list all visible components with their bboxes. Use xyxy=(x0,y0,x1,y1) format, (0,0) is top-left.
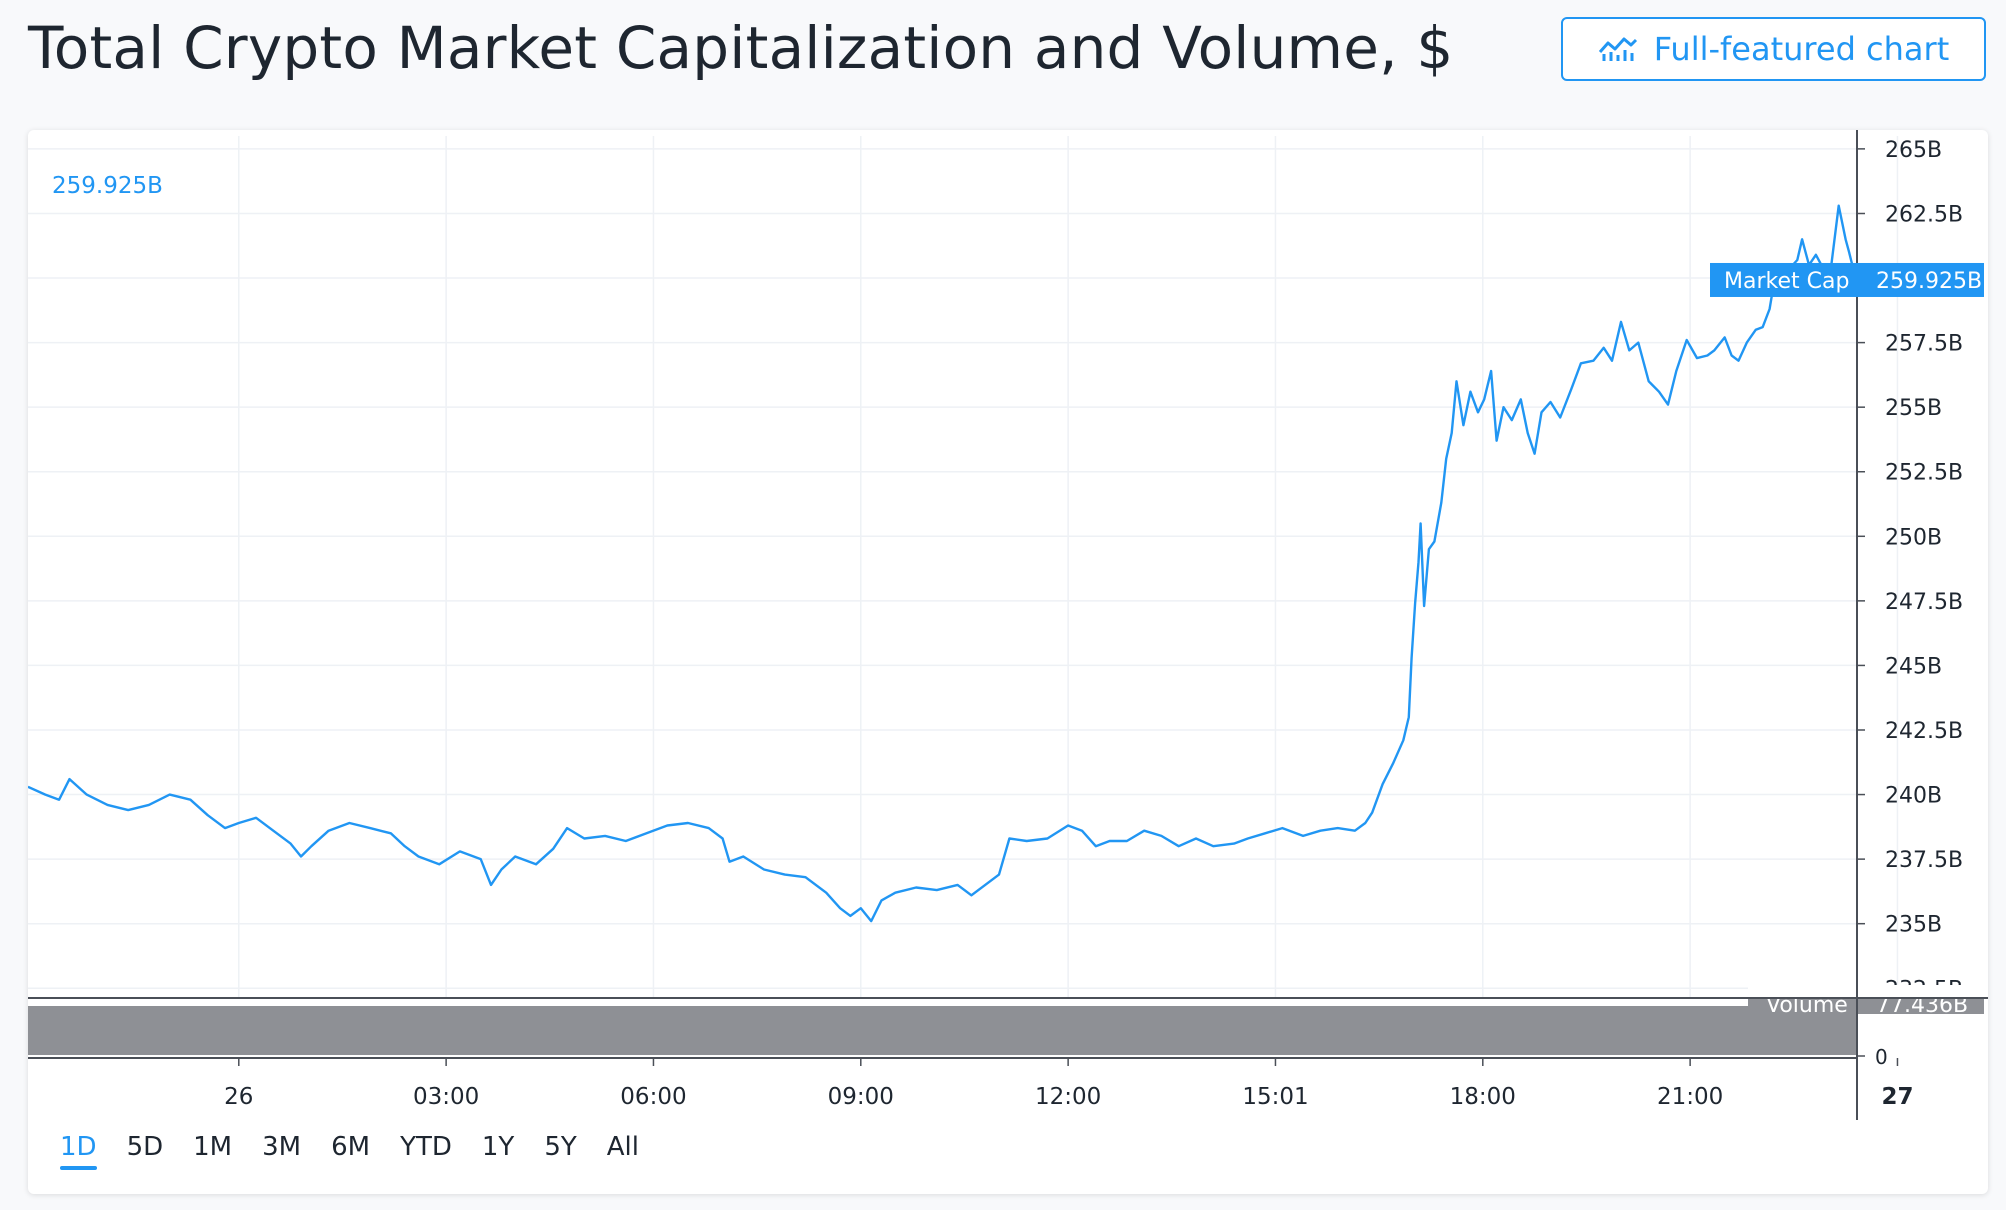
chart-line-icon xyxy=(1598,34,1638,64)
x-tick-label: 26 xyxy=(224,1084,253,1110)
y-tick-label: 252.5B xyxy=(1885,461,1963,486)
x-tick-label: 09:00 xyxy=(828,1084,894,1110)
chart-canvas[interactable]: 265B 262.5B 257.5B 255B 252.5B 250B 247.5B 245B… xyxy=(28,130,1988,1120)
range-button-1y[interactable]: 1Y xyxy=(481,1132,515,1162)
range-button-6m[interactable]: 6M xyxy=(331,1132,371,1162)
market-cap-line xyxy=(28,204,1858,923)
x-tick-label: 03:00 xyxy=(413,1084,479,1110)
full-featured-chart-label: Full-featured chart xyxy=(1653,30,1950,68)
x-tick-label: 27 xyxy=(1881,1084,1913,1110)
legend-value: 259.925B xyxy=(52,173,163,199)
range-button-5y[interactable]: 5Y xyxy=(544,1132,577,1162)
range-button-ytd[interactable]: YTD xyxy=(400,1132,452,1162)
x-tick-label: 12:00 xyxy=(1035,1084,1101,1110)
range-button-all[interactable]: All xyxy=(606,1132,639,1162)
volume-tag-mask xyxy=(1748,985,1988,998)
market-cap-tag-value: 259.925B xyxy=(1876,269,1982,294)
y-tick-label: 235B xyxy=(1885,913,1942,938)
time-range-selector: 1D 5D 1M 3M 6M YTD 1Y 5Y All xyxy=(60,1126,669,1172)
y-tick-label: 257.5B xyxy=(1885,332,1963,357)
range-button-1m[interactable]: 1M xyxy=(193,1132,233,1162)
x-tick-label: 18:00 xyxy=(1450,1084,1516,1110)
range-button-1d[interactable]: 1D xyxy=(60,1126,97,1172)
y-tick-label: 237.5B xyxy=(1885,848,1963,873)
x-tick-label: 15:01 xyxy=(1242,1084,1308,1110)
market-cap-tag-label: Market Cap xyxy=(1724,269,1849,294)
y-tick-label: 245B xyxy=(1885,654,1942,679)
y-tick-label: 262.5B xyxy=(1885,202,1963,227)
volume-bar xyxy=(28,1006,1856,1055)
volume-zero-label: 0 xyxy=(1875,1045,1888,1069)
y-tick-label: 250B xyxy=(1885,525,1942,550)
page-title: Total Crypto Market Capitalization and V… xyxy=(28,14,1454,82)
market-cap-tag-bg xyxy=(1710,262,1984,297)
x-tick-label: 21:00 xyxy=(1657,1084,1723,1110)
x-tick-label: 06:00 xyxy=(620,1084,686,1110)
y-tick-label: 242.5B xyxy=(1885,719,1963,744)
y-tick-label: 240B xyxy=(1885,784,1942,809)
full-featured-chart-button[interactable]: Full-featured chart xyxy=(1561,17,1986,81)
range-button-3m[interactable]: 3M xyxy=(262,1132,302,1162)
y-tick-label: 255B xyxy=(1885,396,1942,421)
y-tick-label: 247.5B xyxy=(1885,590,1963,615)
range-button-5d[interactable]: 5D xyxy=(126,1132,164,1162)
chart-panel: 265B 262.5B 257.5B 255B 252.5B 250B 247.5B 245B… xyxy=(28,130,1988,1194)
y-tick-label: 265B xyxy=(1885,138,1942,163)
